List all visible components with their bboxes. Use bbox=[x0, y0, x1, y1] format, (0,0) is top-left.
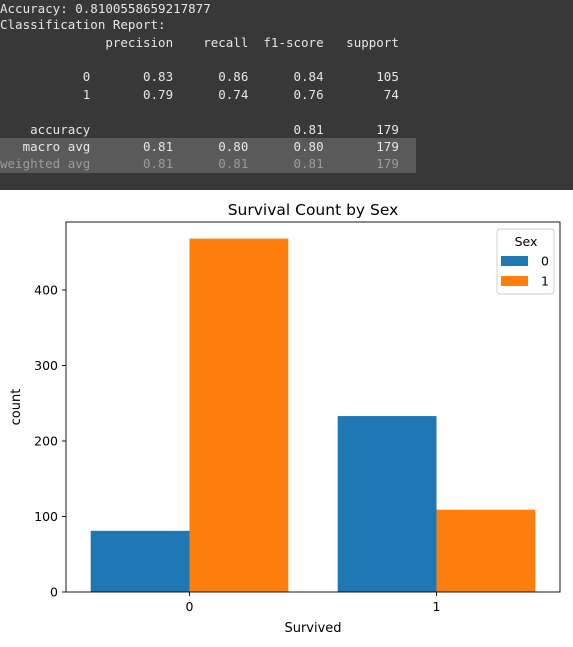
accuracy-line: Accuracy: 0.8100558659217877 bbox=[0, 1, 211, 16]
y-tick-label: 400 bbox=[34, 282, 58, 297]
y-tick-label: 300 bbox=[34, 358, 58, 373]
report-row-macro-avg: macro avg 0.81 0.80 0.80 179 bbox=[0, 139, 399, 154]
report-row-class-0: 0 0.83 0.86 0.84 105 bbox=[0, 69, 399, 84]
text-selection-highlight bbox=[0, 138, 416, 173]
report-row-accuracy: accuracy 0.81 179 bbox=[0, 122, 399, 137]
y-axis: 0 100 200 300 400 bbox=[34, 282, 66, 600]
x-axis-label: Survived bbox=[284, 621, 341, 636]
legend-swatch-sex-0 bbox=[501, 256, 528, 266]
bar-survived-0-sex-1 bbox=[189, 238, 289, 593]
y-tick-label: 200 bbox=[34, 433, 58, 448]
x-tick-label: 0 bbox=[186, 599, 194, 614]
y-tick-label: 100 bbox=[34, 509, 58, 524]
legend-label-sex-1: 1 bbox=[541, 274, 549, 289]
legend-title: Sex bbox=[515, 234, 538, 249]
chart-title: Survival Count by Sex bbox=[228, 201, 399, 219]
legend-swatch-sex-1 bbox=[501, 276, 528, 286]
bar-survived-0-sex-0 bbox=[90, 530, 190, 592]
x-tick-label: 1 bbox=[433, 599, 441, 614]
report-row-weighted-avg: weighted avg 0.81 0.81 0.81 179 bbox=[0, 156, 399, 171]
bars-group bbox=[90, 238, 536, 593]
y-tick-label: 0 bbox=[50, 585, 58, 600]
console-output: Accuracy: 0.8100558659217877 Classificat… bbox=[0, 0, 573, 190]
report-header-line: precision recall f1-score support bbox=[0, 35, 399, 50]
console-text-block: Accuracy: 0.8100558659217877 Classificat… bbox=[0, 0, 416, 173]
y-axis-label: count bbox=[9, 389, 24, 426]
report-title-line: Classification Report: bbox=[0, 17, 166, 32]
legend: Sex 0 1 bbox=[496, 228, 555, 295]
bar-survived-1-sex-1 bbox=[436, 509, 536, 592]
legend-label-sex-0: 0 bbox=[541, 254, 549, 269]
report-row-class-1: 1 0.79 0.74 0.76 74 bbox=[0, 87, 399, 102]
plot-frame bbox=[65, 221, 561, 593]
bar-survived-1-sex-0 bbox=[337, 416, 437, 592]
